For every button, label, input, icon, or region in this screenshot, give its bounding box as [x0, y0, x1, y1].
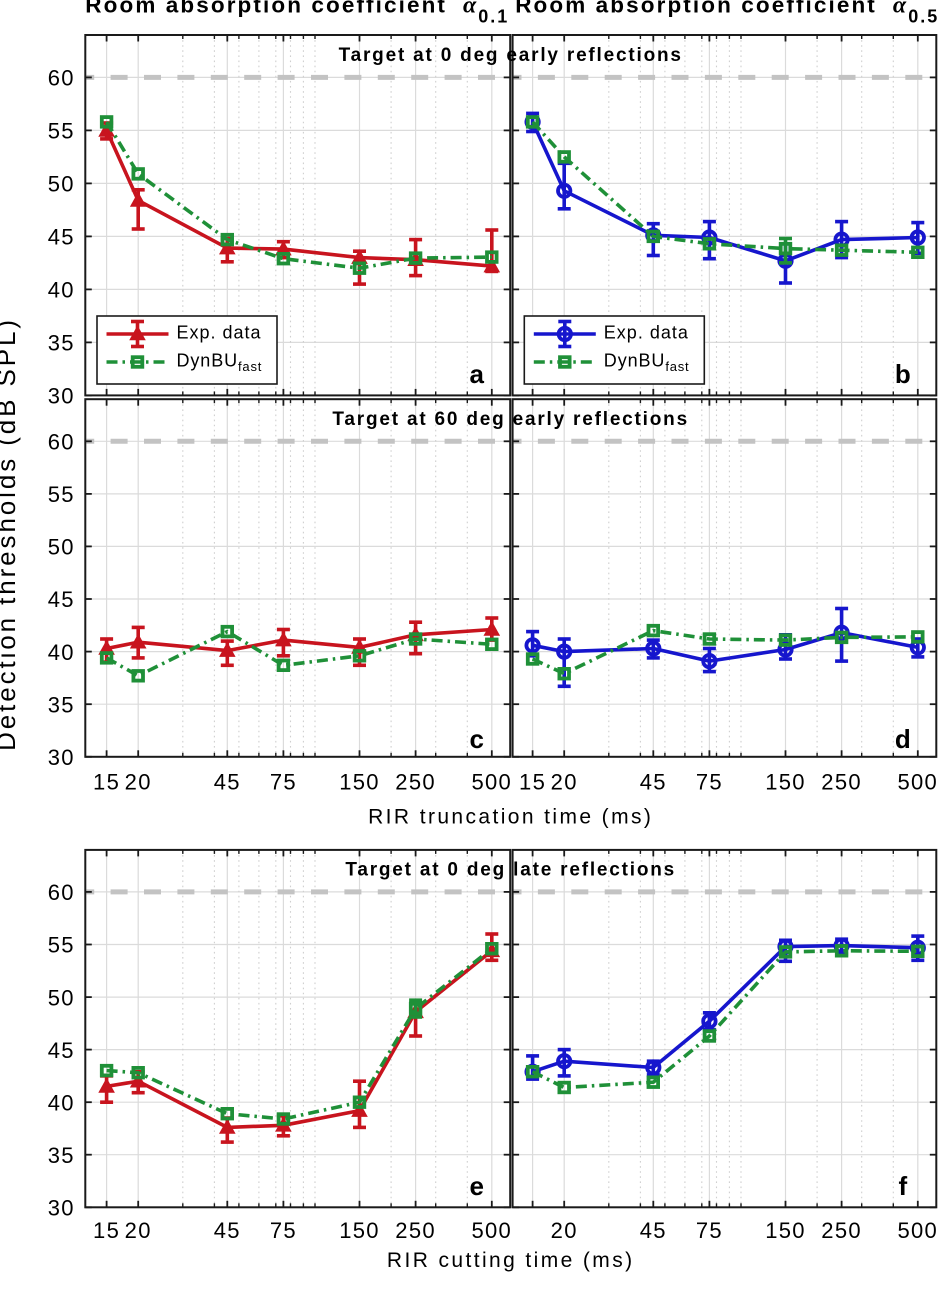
svg-text:e: e — [469, 1171, 483, 1201]
svg-text:150: 150 — [339, 769, 380, 794]
svg-text:75: 75 — [696, 1218, 723, 1243]
svg-text:45: 45 — [48, 587, 75, 612]
svg-text:45: 45 — [48, 225, 75, 250]
svg-text:45: 45 — [640, 1218, 667, 1243]
svg-text:a: a — [469, 359, 484, 389]
svg-text:55: 55 — [48, 482, 75, 507]
svg-text:500: 500 — [897, 769, 938, 794]
svg-text:15: 15 — [93, 1218, 120, 1243]
svg-text:45: 45 — [48, 1038, 75, 1063]
svg-text:15: 15 — [93, 769, 120, 794]
svg-text:45: 45 — [214, 769, 241, 794]
svg-text:250: 250 — [821, 1218, 862, 1243]
svg-text:Target at 0 deg early reflecti: Target at 0 deg early reflections — [339, 45, 683, 66]
svg-text:150: 150 — [765, 769, 806, 794]
svg-text:40: 40 — [48, 1090, 75, 1115]
svg-text:50: 50 — [48, 535, 75, 560]
svg-text:250: 250 — [395, 769, 436, 794]
svg-text:55: 55 — [48, 933, 75, 958]
svg-text:15: 15 — [519, 769, 546, 794]
svg-text:Exp. data: Exp. data — [604, 322, 689, 342]
svg-text:150: 150 — [339, 1218, 380, 1243]
svg-text:20: 20 — [125, 1218, 152, 1243]
svg-text:500: 500 — [471, 1218, 512, 1243]
svg-text:35: 35 — [48, 331, 75, 356]
svg-text:50: 50 — [48, 985, 75, 1010]
svg-text:35: 35 — [48, 1143, 75, 1168]
svg-text:250: 250 — [821, 769, 862, 794]
svg-text:20: 20 — [125, 769, 152, 794]
svg-text:35: 35 — [48, 692, 75, 717]
svg-text:500: 500 — [897, 1218, 938, 1243]
svg-text:d: d — [895, 724, 911, 754]
svg-text:f: f — [898, 1171, 907, 1201]
svg-text:Target at 60 deg early reflect: Target at 60 deg early reflections — [332, 409, 689, 430]
svg-text:50: 50 — [48, 172, 75, 197]
svg-text:c: c — [469, 724, 483, 754]
svg-text:500: 500 — [471, 769, 512, 794]
svg-text:75: 75 — [696, 769, 723, 794]
svg-text:30: 30 — [48, 384, 75, 409]
svg-text:30: 30 — [48, 745, 75, 770]
svg-text:Detection thresholds (dB SPL): Detection thresholds (dB SPL) — [0, 317, 21, 751]
svg-text:RIR cutting time (ms): RIR cutting time (ms) — [387, 1249, 635, 1272]
svg-text:30: 30 — [48, 1196, 75, 1221]
svg-text:60: 60 — [48, 880, 75, 905]
svg-text:20: 20 — [551, 1218, 578, 1243]
svg-text:40: 40 — [48, 278, 75, 303]
svg-text:RIR truncation time (ms): RIR truncation time (ms) — [368, 805, 653, 828]
svg-text:45: 45 — [214, 1218, 241, 1243]
svg-text:75: 75 — [270, 769, 297, 794]
svg-text:60: 60 — [48, 66, 75, 91]
svg-text:55: 55 — [48, 119, 75, 144]
svg-text:250: 250 — [395, 1218, 436, 1243]
svg-text:20: 20 — [551, 769, 578, 794]
svg-text:45: 45 — [640, 769, 667, 794]
svg-text:b: b — [895, 359, 911, 389]
svg-text:60: 60 — [48, 430, 75, 455]
svg-text:Target at 0 deg late reflectio: Target at 0 deg late reflections — [345, 860, 676, 881]
svg-text:75: 75 — [270, 1218, 297, 1243]
svg-text:150: 150 — [765, 1218, 806, 1243]
svg-text:40: 40 — [48, 640, 75, 665]
svg-text:Exp. data: Exp. data — [177, 322, 262, 342]
